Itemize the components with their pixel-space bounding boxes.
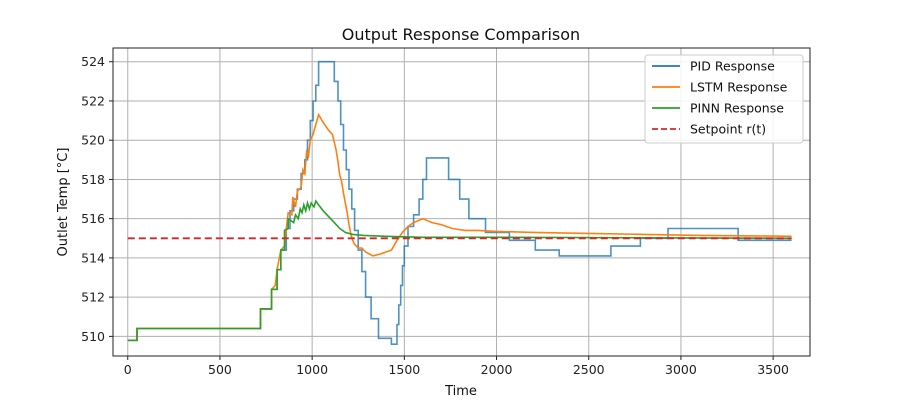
legend-label: LSTM Response <box>690 80 788 95</box>
x-tick-label: 3000 <box>665 362 697 377</box>
y-tick-label: 518 <box>81 172 105 187</box>
x-axis-title: Time <box>444 384 477 399</box>
legend-label: PID Response <box>690 59 775 74</box>
x-tick-label: 0 <box>124 362 132 377</box>
x-tick-label: 1000 <box>296 362 328 377</box>
plot-series <box>127 60 792 345</box>
y-tick-label: 516 <box>81 211 105 226</box>
legend-label: Setpoint r(t) <box>690 122 766 137</box>
chart-title: Output Response Comparison <box>342 25 580 44</box>
y-tick-label: 512 <box>81 290 105 305</box>
legend-label: PINN Response <box>690 101 784 116</box>
y-axis-title: Outlet Temp [°C] <box>56 148 71 257</box>
series-line-lstm-response <box>127 112 792 342</box>
y-tick-label: 510 <box>81 329 105 344</box>
x-tick-label: 500 <box>208 362 232 377</box>
legend: PID Response LSTM Response PINN Response Se… <box>644 54 804 144</box>
x-tick-label: 1500 <box>388 362 420 377</box>
legend-box <box>644 54 804 144</box>
y-tick-label: 522 <box>81 93 105 108</box>
x-tick-label: 3500 <box>757 362 789 377</box>
y-tick-label: 520 <box>81 133 105 148</box>
x-tick-label: 2000 <box>481 362 513 377</box>
y-tick-label: 514 <box>81 250 105 265</box>
plot-frame <box>112 47 811 357</box>
x-tick-label: 2500 <box>573 362 605 377</box>
y-tick-label: 524 <box>81 54 105 69</box>
series-line-pinn-response <box>127 199 792 342</box>
axis-ticks: 0 500 1000 1500 2000 2500 3000 3500 510 512 514 516… <box>81 54 789 377</box>
